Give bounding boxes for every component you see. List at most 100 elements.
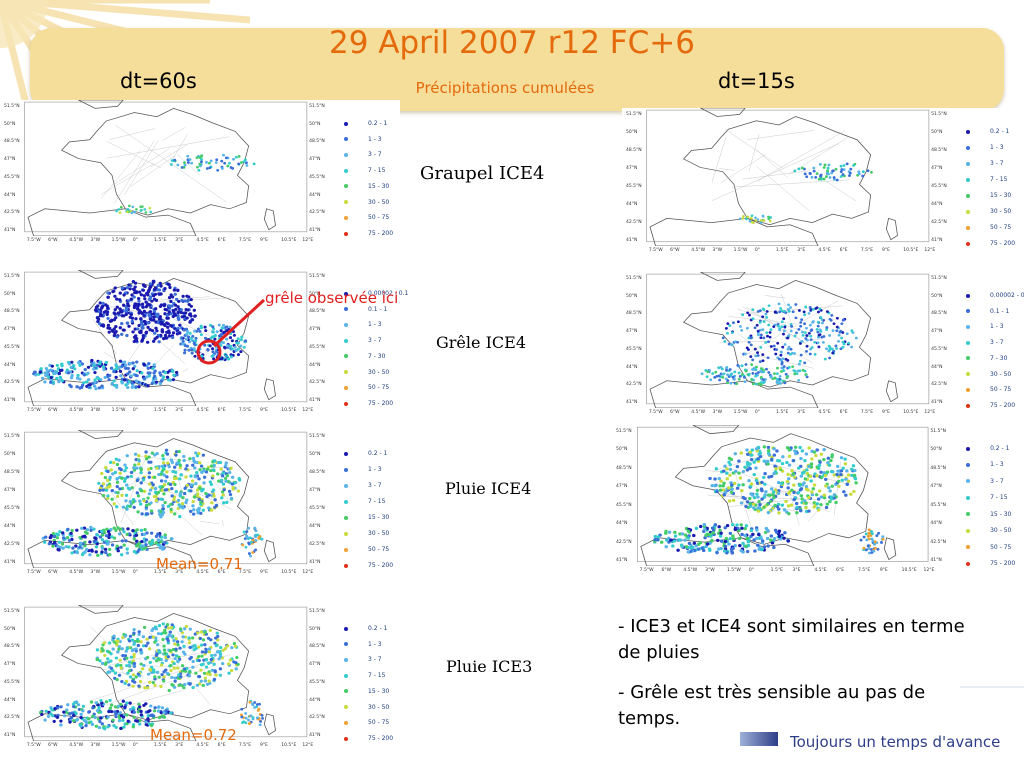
- lat-label: 51.5°N: [4, 434, 20, 439]
- lat-label: 41°N: [626, 400, 638, 405]
- legend-item: 3 - 7: [344, 482, 382, 489]
- legend-swatch: [344, 499, 348, 504]
- legend-swatch: [344, 401, 348, 406]
- legend-item: 7 - 15: [966, 176, 1007, 183]
- lon-label: 3°E: [175, 743, 184, 748]
- lon-label: 3°W: [90, 238, 101, 243]
- legend-swatch: [344, 626, 348, 631]
- lon-label: 6°E: [836, 568, 845, 573]
- legend-item: 50 - 75: [344, 546, 389, 553]
- legend-label: 30 - 50: [990, 527, 1012, 535]
- lat-label: 42.5°N: [616, 539, 632, 545]
- legend-label: 50 - 75: [990, 386, 1012, 394]
- lat-label: 45.5°N: [930, 502, 947, 508]
- lon-label: 7.5°W: [26, 570, 41, 575]
- lat-label: 50°N: [4, 121, 16, 127]
- lon-label: 6°W: [48, 743, 58, 748]
- legend-swatch: [966, 293, 970, 298]
- lat-label: 48.5°N: [4, 644, 20, 650]
- lon-label: 6°W: [48, 238, 58, 243]
- lon-label: 12°E: [302, 238, 314, 243]
- lon-label: 12°E: [302, 743, 314, 748]
- legend-item: 50 - 75: [966, 544, 1011, 551]
- legend-item: 3 - 7: [966, 339, 1004, 346]
- precipitation-field: [653, 445, 885, 555]
- lon-label: 6°W: [48, 408, 58, 413]
- legend-item: 75 - 200: [344, 735, 393, 742]
- legend-label: 0.00002 - 0.1: [990, 292, 1024, 299]
- legend-label: 0.2 - 1: [368, 120, 388, 127]
- legend-label: 30 - 50: [368, 703, 390, 711]
- legend-swatch: [966, 446, 971, 451]
- legend-label: 3 - 7: [990, 477, 1004, 485]
- legend-item: 15 - 30: [344, 514, 389, 521]
- lat-label: 44°N: [4, 192, 16, 198]
- lon-label: 12°E: [302, 408, 314, 413]
- legend-swatch: [966, 241, 970, 246]
- legend-item: 0.00002 - 0.1: [344, 290, 408, 297]
- legend-swatch: [344, 137, 348, 142]
- lat-label: 44°N: [616, 521, 628, 527]
- lat-label: 51.5°N: [930, 429, 947, 434]
- lon-label: 10.5°E: [281, 408, 297, 413]
- lat-label: 45.5°N: [4, 174, 20, 180]
- lat-label: 51.5°N: [626, 112, 642, 117]
- legend-label: 0.2 - 1: [368, 625, 388, 632]
- legend-swatch: [344, 291, 348, 296]
- lat-label: 42.5°N: [309, 210, 325, 216]
- lon-label: 7.5°E: [860, 410, 874, 415]
- lat-label: 41°N: [4, 560, 16, 565]
- lon-label: 1.5°W: [111, 743, 126, 748]
- lat-label: 42.5°N: [4, 542, 20, 547]
- legend-swatch: [344, 642, 348, 647]
- lon-label: 3°W: [705, 568, 715, 573]
- lat-label: 42.5°N: [309, 380, 325, 386]
- lat-label: 41°N: [309, 228, 321, 233]
- legend-label: 0.2 - 1: [990, 128, 1010, 135]
- lon-label: 7.5°W: [26, 743, 41, 748]
- legend-swatch: [344, 200, 348, 205]
- lat-label: 47°N: [309, 662, 321, 668]
- legend-swatch: [344, 467, 348, 472]
- hail-observation-marker: [196, 298, 266, 365]
- lat-label: 48.5°N: [930, 465, 947, 471]
- legend-swatch: [966, 356, 970, 361]
- title-banner: [30, 28, 1004, 111]
- legend-label: 75 - 200: [368, 562, 394, 569]
- legend-swatch: [966, 161, 970, 166]
- legend-label: 7 - 15: [368, 498, 386, 505]
- lat-label: 51.5°N: [931, 276, 947, 281]
- lat-label: 51.5°N: [4, 609, 20, 614]
- lon-label: 4.5°W: [69, 570, 84, 575]
- legend-swatch: [344, 515, 348, 520]
- lon-label: 7.5°E: [238, 238, 252, 243]
- legend-item: 7 - 15: [344, 672, 385, 679]
- legend-swatch: [344, 531, 348, 536]
- legend-item: 30 - 50: [966, 527, 1011, 534]
- legend-label: 75 - 200: [990, 560, 1016, 567]
- lon-label: 1.5°W: [733, 410, 748, 415]
- legend-item: 7 - 15: [966, 494, 1008, 501]
- lon-label: 1.5°E: [776, 248, 789, 253]
- legend-label: 0.1 - 1: [368, 305, 388, 313]
- legend-swatch: [344, 720, 348, 725]
- lat-label: 50°N: [4, 626, 16, 632]
- lat-label: 44°N: [309, 524, 321, 529]
- legend-swatch: [966, 209, 970, 214]
- lon-label: 6°E: [839, 410, 848, 415]
- lon-label: 6°W: [661, 568, 672, 573]
- lat-label: 50°N: [931, 293, 943, 299]
- lat-label: 50°N: [309, 121, 321, 127]
- lat-label: 44°N: [931, 364, 943, 370]
- lon-label: 4.5°E: [818, 410, 831, 415]
- lat-label: 50°N: [309, 626, 321, 632]
- lat-label: 45.5°N: [616, 502, 632, 508]
- lon-label: 7.5°W: [639, 568, 654, 573]
- lat-label: 41°N: [309, 733, 321, 738]
- lat-label: 41°N: [930, 558, 942, 563]
- legend-label: 3 - 7: [368, 151, 382, 159]
- legend-item: 30 - 50: [966, 371, 1011, 378]
- lat-label: 48.5°N: [626, 148, 642, 153]
- legend-label: 50 - 75: [990, 224, 1012, 231]
- lon-label: 3°E: [175, 570, 184, 575]
